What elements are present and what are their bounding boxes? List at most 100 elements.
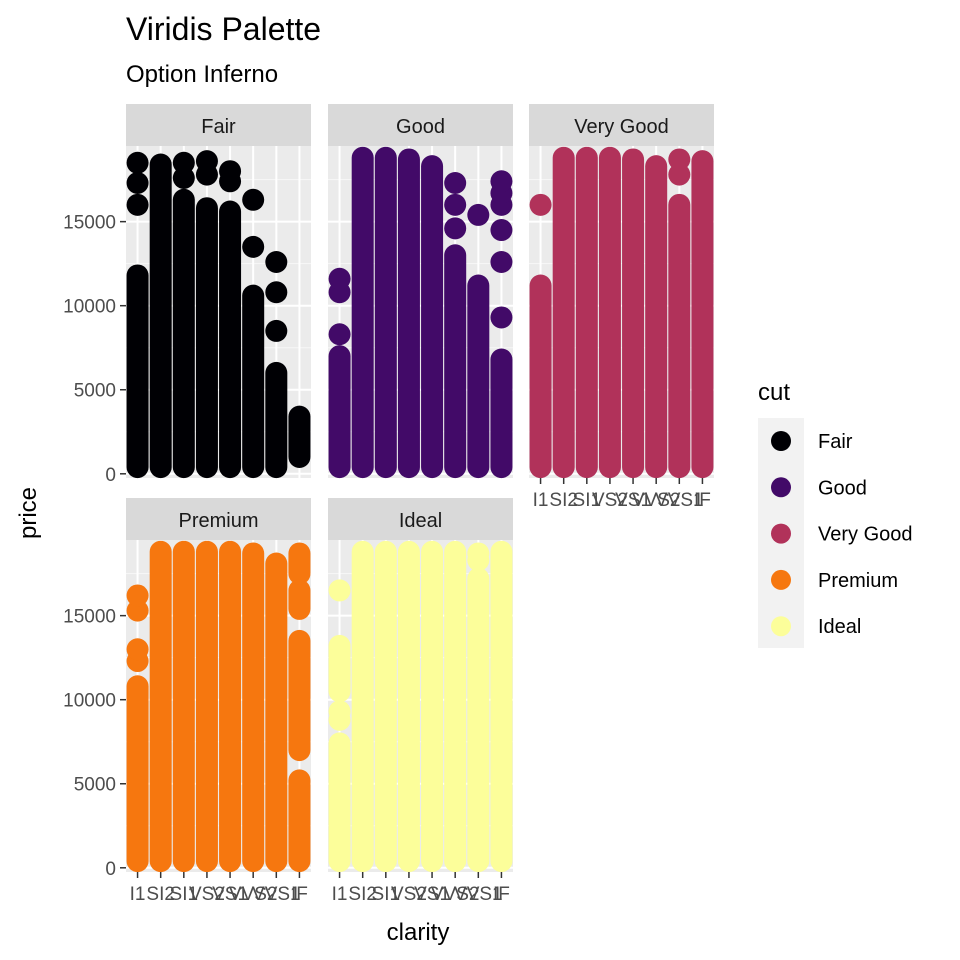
x-tick-label: VS2	[189, 884, 225, 905]
data-point	[265, 250, 288, 273]
data-point-cluster	[288, 405, 311, 468]
data-point	[444, 171, 467, 194]
data-point	[126, 151, 149, 174]
facet-fair: Fair 0 5000 10000 15000	[63, 104, 311, 486]
data-point-cluster	[529, 274, 552, 479]
data-point	[668, 148, 691, 171]
legend-key	[771, 431, 791, 451]
data-point	[668, 163, 691, 186]
data-point	[444, 217, 467, 240]
data-column-vs1	[219, 540, 242, 873]
data-point	[126, 584, 149, 607]
data-column-vs2	[195, 540, 218, 873]
x-tick-label: VVS2	[431, 884, 480, 905]
data-point-cluster	[328, 634, 351, 703]
data-point-cluster	[421, 155, 444, 479]
data-point-cluster	[126, 264, 149, 479]
data-column-i1	[328, 267, 351, 479]
data-point	[490, 170, 513, 193]
data-point-cluster	[172, 540, 195, 873]
data-point	[219, 160, 242, 183]
data-column-if	[691, 150, 714, 479]
data-column-vvs2	[444, 540, 467, 873]
facet-strip-label: Fair	[201, 116, 236, 138]
data-point-cluster	[242, 542, 265, 873]
data-column-vvs1	[668, 148, 691, 479]
data-point	[328, 267, 351, 290]
data-column-vs2	[195, 150, 218, 479]
data-point-cluster	[195, 197, 218, 479]
data-column-si1	[172, 151, 195, 479]
data-column-vvs2	[444, 171, 467, 479]
facet-strip-label: Premium	[178, 510, 258, 532]
chart-title: Viridis Palette	[126, 11, 321, 47]
y-tick-label: 10000	[63, 691, 116, 712]
data-point-cluster	[374, 146, 397, 479]
facet-strip	[328, 104, 513, 146]
x-tick-label: SI2	[146, 884, 175, 905]
data-point	[444, 193, 467, 216]
data-point-cluster	[149, 153, 172, 479]
data-point	[490, 250, 513, 273]
data-point-cluster	[575, 146, 598, 479]
data-point-cluster	[265, 552, 288, 873]
data-column-vs2	[397, 148, 420, 479]
data-point-cluster	[645, 155, 668, 479]
data-point	[242, 235, 265, 258]
data-point-cluster	[351, 540, 374, 873]
legend-key	[771, 616, 791, 637]
data-column-vs2	[397, 540, 420, 873]
x-tick-label: VS1	[212, 884, 248, 905]
data-point-cluster	[552, 146, 575, 479]
data-point-cluster	[242, 284, 265, 479]
x-tick-label: SI2	[348, 884, 377, 905]
data-point	[328, 700, 351, 723]
data-column-si2	[552, 146, 575, 479]
data-point-cluster	[126, 675, 149, 873]
data-point-cluster	[328, 732, 351, 873]
data-column-si1	[374, 146, 397, 479]
x-tick-label: I1	[332, 884, 348, 905]
data-point-cluster	[622, 148, 645, 479]
legend-entry: Fair	[771, 431, 853, 453]
legend-entry: Premium	[771, 569, 898, 592]
y-tick-label: 5000	[74, 775, 116, 796]
chart-subtitle: Option Inferno	[126, 61, 278, 88]
data-point	[265, 281, 288, 304]
data-point-cluster	[288, 579, 311, 620]
data-column-si1	[374, 540, 397, 873]
data-point	[529, 193, 552, 216]
data-column-vvs1	[467, 203, 490, 479]
data-column-if	[490, 540, 513, 873]
x-tick-label: VS2	[391, 884, 427, 905]
data-point	[490, 219, 513, 242]
y-tick-label: 0	[105, 465, 116, 486]
data-column-vvs2	[645, 155, 668, 479]
x-tick-label: VVS2	[229, 884, 278, 905]
y-axis-title: price	[15, 487, 42, 539]
legend-title: cut	[758, 379, 790, 406]
x-tick-label: I1	[130, 884, 146, 905]
x-tick-label: VS2	[592, 490, 628, 511]
data-column-if	[490, 170, 513, 479]
y-tick-label: 10000	[63, 297, 116, 318]
data-point-cluster	[490, 540, 513, 873]
data-point	[195, 150, 218, 173]
legend-label: Good	[818, 477, 867, 499]
facet-good: Good	[328, 104, 513, 479]
data-column-si2	[149, 153, 172, 479]
facet-strip	[328, 498, 513, 540]
data-point	[126, 638, 149, 661]
data-column-si1	[172, 540, 195, 873]
legend-label: Ideal	[818, 616, 861, 638]
data-column-si1	[575, 146, 598, 479]
x-tick-label: IF	[291, 884, 308, 905]
data-column-if	[288, 542, 311, 873]
x-tick-label: VVS1	[655, 490, 704, 511]
data-point-cluster	[490, 348, 513, 479]
legend-label: Premium	[818, 570, 898, 592]
legend-entry: Good	[771, 477, 867, 499]
data-point-cluster	[265, 361, 288, 479]
data-column-if	[288, 405, 311, 468]
x-tick-label: IF	[493, 884, 510, 905]
